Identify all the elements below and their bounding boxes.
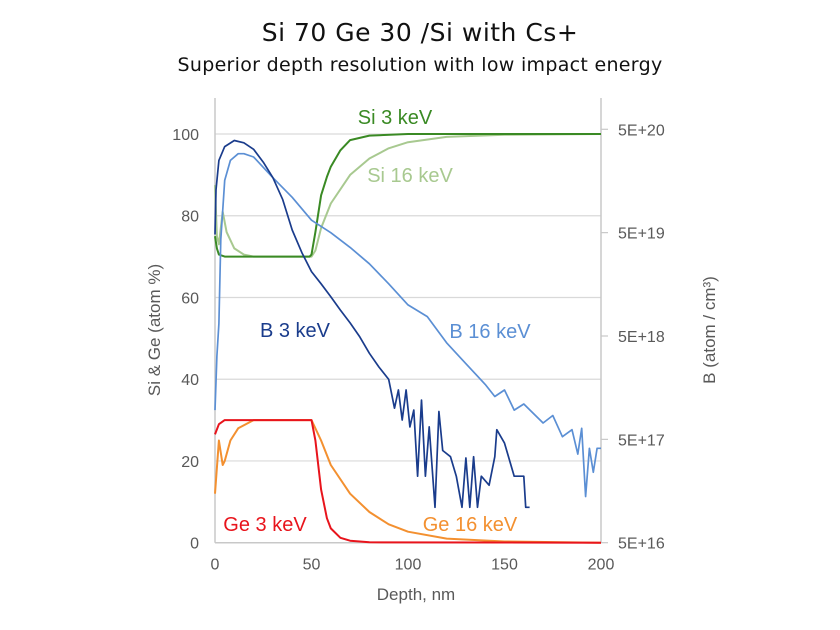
series-line-si-3-kev — [214, 133, 601, 258]
series-label: Si 16 keV — [367, 165, 453, 187]
series-label: Ge 3 keV — [223, 514, 307, 536]
chart-title: Si 70 Ge 30 /Si with Cs+ — [261, 18, 579, 47]
series-line-si-16-kev — [214, 133, 602, 258]
x-tick-label: 50 — [303, 557, 321, 574]
series-line-ge-16-kev — [214, 419, 602, 544]
y2-tick-label: 5E+17 — [618, 432, 665, 449]
x-tick-label: 100 — [395, 557, 422, 574]
series-label: Ge 16 keV — [423, 514, 518, 536]
chart-subtitle: Superior depth resolution with low impac… — [177, 54, 663, 76]
series-label: B 3 keV — [260, 320, 331, 342]
x-axis-label: Depth, nm — [377, 585, 455, 604]
y2-tick-label: 5E+19 — [618, 226, 665, 243]
y2-tick-label: 5E+20 — [618, 122, 665, 139]
y-axis-label: Si & Ge (atom %) — [145, 264, 164, 396]
y-tick-label: 0 — [190, 536, 199, 553]
y-tick-label: 40 — [181, 372, 199, 389]
y-tick-label: 60 — [181, 290, 199, 307]
y2-axis-label: B (atom / cm³) — [700, 276, 719, 384]
y-tick-label: 100 — [172, 127, 199, 144]
y2-tick-label: 5E+16 — [618, 536, 665, 553]
x-tick-label: 150 — [491, 557, 518, 574]
x-tick-label: 0 — [211, 557, 220, 574]
y-tick-label: 20 — [181, 454, 199, 471]
series-label: Si 3 keV — [358, 107, 433, 129]
series-line-b-16-kev — [214, 152, 601, 498]
series-line-b-3-kev — [214, 139, 530, 509]
series-line-ge-3-kev — [214, 419, 602, 544]
y2-tick-label: 5E+18 — [618, 329, 665, 346]
y-tick-label: 80 — [181, 209, 199, 226]
series-label: B 16 keV — [449, 321, 531, 343]
x-tick-label: 200 — [588, 557, 615, 574]
